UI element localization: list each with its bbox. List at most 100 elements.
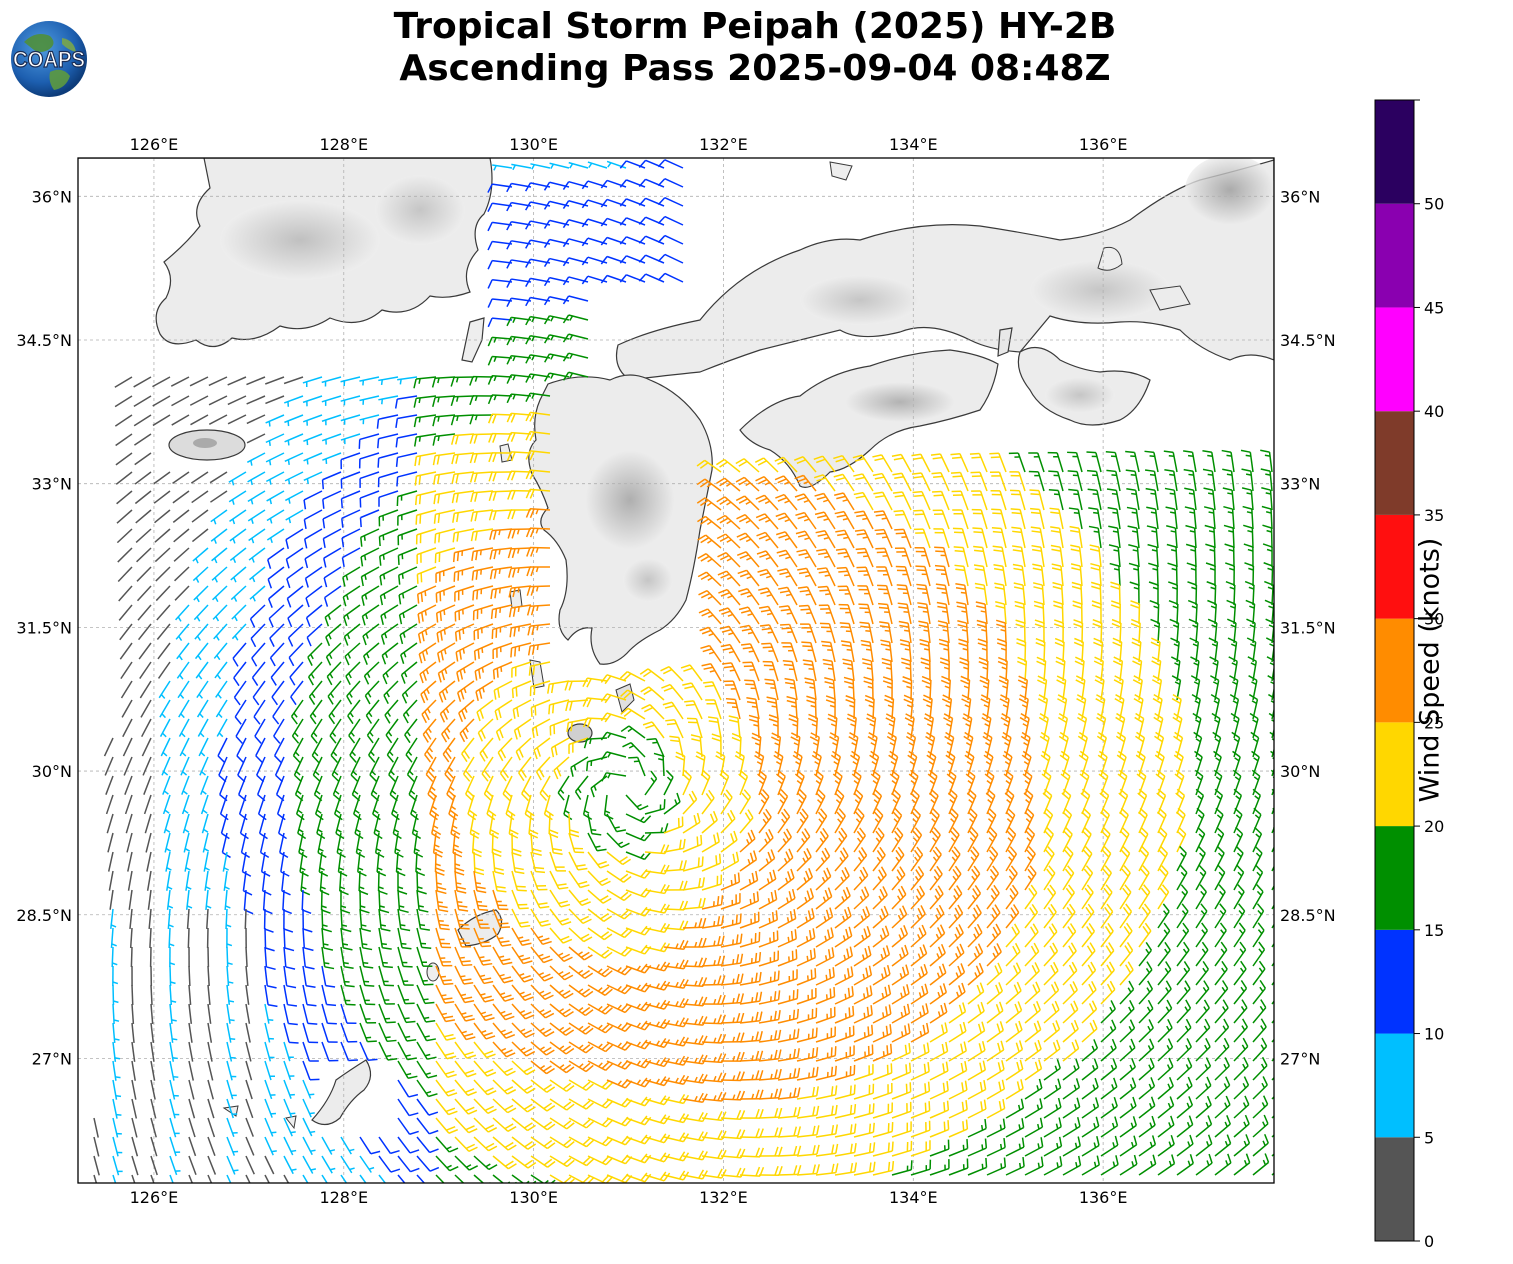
wind-barb bbox=[488, 509, 513, 521]
wind-barb bbox=[680, 664, 703, 682]
wind-barb bbox=[557, 775, 570, 801]
wind-barb bbox=[1222, 468, 1235, 492]
wind-barb bbox=[894, 547, 912, 568]
wind-barb bbox=[929, 983, 948, 1005]
wind-barb bbox=[606, 832, 630, 849]
wind-barb bbox=[119, 623, 133, 641]
wind-barb bbox=[742, 661, 760, 682]
wind-barb bbox=[1138, 1077, 1156, 1100]
wind-barb bbox=[417, 623, 437, 644]
wind-barb bbox=[1233, 1037, 1249, 1062]
wind-barb bbox=[229, 509, 247, 525]
wind-barb bbox=[1233, 864, 1245, 891]
wind-barb bbox=[323, 585, 342, 607]
wind-barb bbox=[777, 1008, 800, 1024]
wind-barb bbox=[156, 623, 171, 640]
wind-barb bbox=[1081, 1097, 1100, 1119]
wind-barb bbox=[194, 642, 209, 661]
wind-barb bbox=[286, 585, 304, 608]
wind-barb bbox=[682, 1092, 708, 1103]
wind-barb bbox=[1028, 452, 1045, 473]
wind-barb bbox=[872, 1160, 895, 1176]
wind-barb bbox=[1100, 846, 1112, 872]
wind-barb bbox=[285, 547, 304, 569]
wind-barb bbox=[264, 984, 278, 1008]
wind-barb bbox=[1214, 960, 1228, 986]
wind-barb bbox=[746, 697, 760, 720]
wind-barb bbox=[511, 851, 525, 875]
wind-barb bbox=[948, 924, 964, 948]
wind-barb bbox=[929, 1100, 950, 1119]
wind-barb bbox=[756, 531, 779, 549]
wind-barb bbox=[853, 1103, 875, 1119]
wind-barb bbox=[454, 1117, 478, 1134]
wind-barb bbox=[917, 602, 931, 625]
wind-barb bbox=[400, 642, 418, 664]
wind-barb bbox=[1005, 942, 1021, 967]
wind-barb bbox=[1106, 469, 1121, 492]
wind-barb bbox=[1043, 981, 1060, 1005]
wind-barb bbox=[251, 661, 266, 686]
wind-barb bbox=[1195, 960, 1210, 986]
wind-barb bbox=[416, 984, 435, 1005]
wind-barb bbox=[718, 588, 741, 606]
wind-barb bbox=[454, 927, 472, 948]
wind-barb bbox=[1126, 506, 1140, 530]
wind-barb bbox=[226, 1136, 239, 1156]
wind-barb bbox=[511, 965, 534, 983]
wind-barb bbox=[133, 395, 152, 407]
wind-barb bbox=[1138, 1154, 1157, 1176]
wind-barb bbox=[568, 984, 594, 998]
wind-barb bbox=[1092, 618, 1103, 644]
wind-barb bbox=[473, 1041, 496, 1059]
wind-barb bbox=[777, 989, 799, 1005]
wind-barb bbox=[1195, 903, 1208, 929]
wind-barb bbox=[1108, 525, 1121, 549]
wind-barb bbox=[107, 851, 114, 872]
wind-barb bbox=[359, 1155, 375, 1173]
wind-barb bbox=[716, 458, 741, 473]
wind-barb bbox=[929, 1081, 949, 1100]
colorbar-label: Wind Speed (knots) bbox=[1414, 537, 1446, 803]
wind-barb bbox=[932, 509, 950, 530]
wind-barb bbox=[1018, 694, 1029, 720]
wind-barb bbox=[165, 851, 172, 872]
wind-barb bbox=[323, 547, 342, 568]
wind-barb bbox=[899, 639, 912, 663]
wind-barb bbox=[568, 1155, 595, 1167]
wind-barb bbox=[214, 661, 228, 680]
wind-barb bbox=[757, 568, 779, 587]
wind-barb bbox=[248, 528, 266, 544]
wind-barb bbox=[252, 680, 266, 706]
wind-barb bbox=[378, 889, 390, 914]
wind-barb bbox=[834, 1005, 855, 1024]
wind-barb bbox=[739, 891, 760, 910]
wind-barb bbox=[378, 376, 399, 386]
wind-barb bbox=[207, 1136, 216, 1157]
wind-barb bbox=[188, 1098, 196, 1119]
wind-barb bbox=[858, 603, 874, 625]
wind-barb bbox=[497, 737, 513, 762]
wind-barb bbox=[1119, 1038, 1136, 1062]
wind-barb bbox=[450, 395, 475, 407]
map-frame bbox=[77, 157, 1275, 1184]
wind-barb bbox=[758, 950, 780, 967]
wind-barb bbox=[682, 812, 701, 834]
wind-barb bbox=[188, 1079, 195, 1100]
wind-barb bbox=[587, 1098, 614, 1109]
wind-barb bbox=[1087, 488, 1102, 511]
wind-barb bbox=[321, 414, 342, 426]
wind-barb bbox=[929, 1120, 950, 1138]
wind-barb bbox=[1056, 675, 1067, 701]
wind-barb bbox=[269, 623, 285, 647]
wind-barb bbox=[929, 846, 942, 872]
wind-barb bbox=[568, 1022, 594, 1035]
wind-barb bbox=[303, 509, 323, 529]
wind-barb bbox=[777, 1048, 800, 1062]
wind-barb bbox=[1183, 450, 1197, 473]
wind-barb bbox=[874, 528, 893, 549]
wind-barb bbox=[1043, 1136, 1063, 1157]
wind-barb bbox=[815, 1163, 839, 1176]
colorbar-tick-label: 5 bbox=[1424, 1128, 1434, 1147]
wind-barb bbox=[929, 827, 941, 853]
